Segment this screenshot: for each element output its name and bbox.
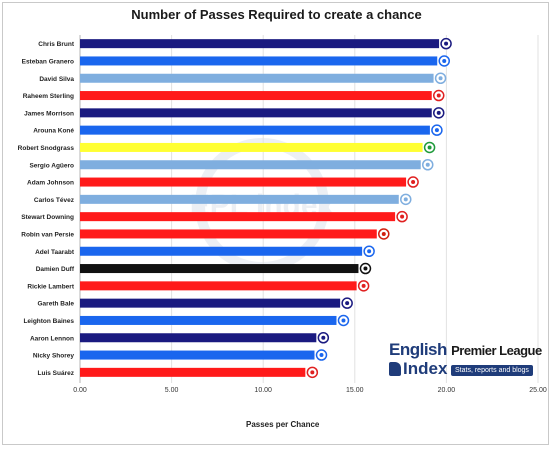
bar	[80, 108, 432, 118]
club-badge-center	[436, 93, 441, 98]
category-label: Sergio Agüero	[29, 162, 74, 169]
category-label: David Silva	[39, 76, 74, 83]
bar	[80, 298, 341, 308]
club-badge-center	[434, 128, 439, 133]
category-label: Aaron Lennon	[30, 335, 74, 342]
bar	[80, 246, 363, 256]
club-badge-center	[444, 41, 449, 46]
bar	[80, 212, 396, 222]
club-badge-center	[403, 197, 408, 202]
club-badge-center	[321, 335, 326, 340]
x-tick-label: 25.00	[529, 387, 547, 394]
category-label: Nicky Shorey	[33, 353, 75, 360]
category-label: Carlos Tévez	[34, 197, 75, 204]
club-badge-center	[341, 318, 346, 323]
club-badge-center	[436, 110, 441, 115]
bar	[80, 350, 315, 360]
club-badge-center	[381, 231, 386, 236]
bar	[80, 125, 430, 135]
category-label: Luis Suárez	[38, 370, 75, 377]
category-label: Leighton Baines	[23, 318, 74, 325]
club-badge-center	[319, 353, 324, 358]
logo-icon	[389, 362, 401, 376]
category-label: Damien Duff	[36, 266, 75, 273]
club-badge-center	[361, 283, 366, 288]
category-label: Raheem Sterling	[23, 93, 74, 100]
category-label: Stewart Downing	[21, 214, 74, 221]
bar	[80, 264, 359, 274]
bar	[80, 315, 337, 325]
bar	[80, 39, 440, 49]
category-label: Esteban Granero	[22, 58, 74, 65]
bar	[80, 56, 438, 66]
bar	[80, 142, 423, 152]
x-tick-label: 15.00	[346, 387, 364, 394]
bar	[80, 73, 434, 83]
chart-title: Number of Passes Required to create a ch…	[131, 7, 422, 22]
category-label: Chris Brunt	[38, 41, 75, 48]
club-badge-center	[363, 266, 368, 271]
bar	[80, 177, 407, 187]
category-label: Adam Johnson	[27, 180, 74, 187]
bar	[80, 367, 306, 377]
bar	[80, 91, 432, 101]
x-tick-label: 0.00	[73, 387, 87, 394]
logo-line1: English Premier League	[389, 340, 542, 359]
category-label: Gareth Bale	[38, 301, 75, 308]
x-tick-label: 10.00	[254, 387, 272, 394]
category-label: Arouna Koné	[33, 128, 74, 135]
logo-line2: Index	[403, 359, 448, 378]
club-badge-center	[411, 180, 416, 185]
x-tick-label: 5.00	[165, 387, 179, 394]
club-badge-center	[345, 301, 350, 306]
bar	[80, 281, 357, 291]
bar	[80, 160, 421, 170]
club-badge-center	[310, 370, 315, 375]
logo-tagline: Stats, reports and blogs	[451, 365, 533, 376]
club-badge-center	[425, 162, 430, 167]
x-axis-label: Passes per Chance	[246, 420, 320, 429]
bar	[80, 333, 317, 343]
category-label: Robert Snodgrass	[18, 145, 75, 152]
category-label: James Morrison	[24, 110, 74, 117]
category-label: Rickie Lambert	[27, 283, 74, 290]
epl-index-logo: English Premier League Index Stats, repo…	[389, 340, 542, 386]
category-label: Robin van Persie	[21, 231, 74, 238]
club-badge-center	[442, 58, 447, 63]
club-badge-center	[367, 249, 372, 254]
x-tick-label: 20.00	[438, 387, 456, 394]
bar	[80, 194, 399, 204]
bar	[80, 229, 377, 239]
club-badge-center	[438, 76, 443, 81]
logo-line1b: Premier League	[451, 343, 542, 358]
category-label: Adel Taarabt	[35, 249, 75, 256]
club-badge-center	[400, 214, 405, 219]
club-badge-center	[427, 145, 432, 150]
